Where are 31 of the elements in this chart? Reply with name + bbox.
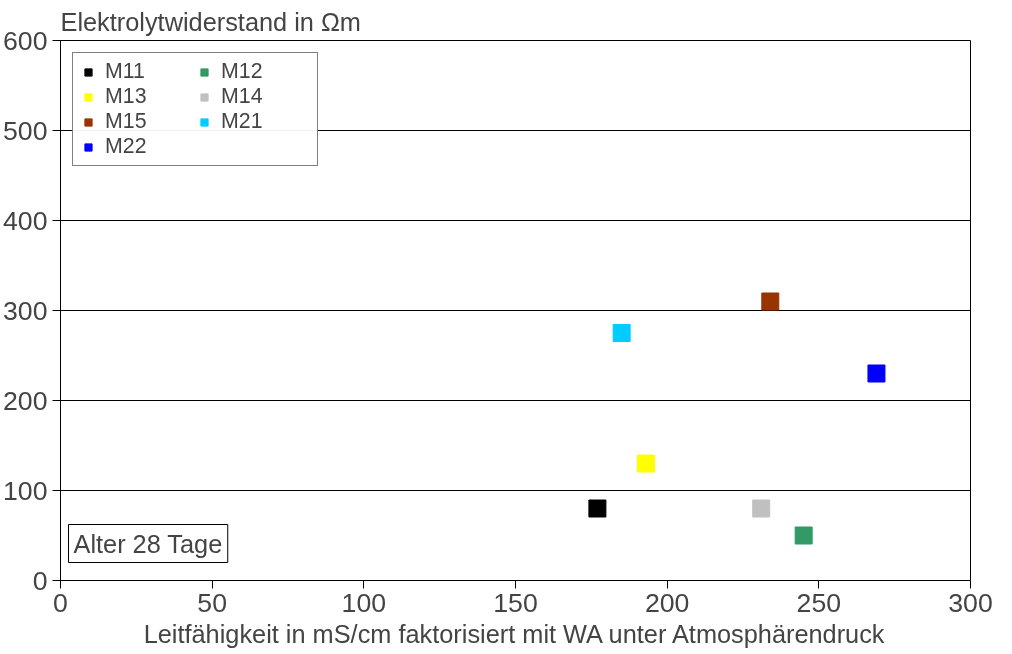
point xyxy=(612,324,631,342)
point xyxy=(761,292,780,311)
legend-label: M11 xyxy=(105,59,146,84)
y-tick-label: 300 xyxy=(3,295,48,326)
y-tick-label: 0 xyxy=(32,565,48,596)
x-tick-label: 100 xyxy=(341,587,387,618)
point xyxy=(752,499,771,518)
x-tick-label: 200 xyxy=(644,587,690,618)
y-tick-label: 200 xyxy=(3,385,48,416)
legend-label: M15 xyxy=(105,109,148,134)
y-axis-title: Elektrolytwiderstand in Ωm xyxy=(60,7,361,36)
legend-label: M12 xyxy=(221,59,264,84)
y-tick-label: 100 xyxy=(3,475,48,506)
point xyxy=(794,526,813,545)
point xyxy=(588,499,607,518)
x-tick-label: 300 xyxy=(948,587,993,618)
annotation: Alter 28 Tage xyxy=(73,529,223,558)
point xyxy=(867,364,886,383)
legend-label: M13 xyxy=(105,84,148,109)
y-tick-label: 500 xyxy=(3,115,48,146)
legend-label: M22 xyxy=(105,134,148,159)
point xyxy=(636,454,655,473)
legend-label: M21 xyxy=(221,109,264,134)
x-tick-label: 50 xyxy=(197,587,227,618)
x-tick-label: 150 xyxy=(493,587,538,618)
x-tick-label: 250 xyxy=(796,587,842,618)
legend-label: M14 xyxy=(221,84,264,109)
y-tick-label: 400 xyxy=(3,205,48,236)
x-tick-label: 0 xyxy=(53,587,68,618)
y-tick-label: 600 xyxy=(3,25,48,56)
x-axis-title: Leitfähigkeit in mS/cm faktorisiert mit WA unter Atmosphärendruck xyxy=(143,619,885,648)
